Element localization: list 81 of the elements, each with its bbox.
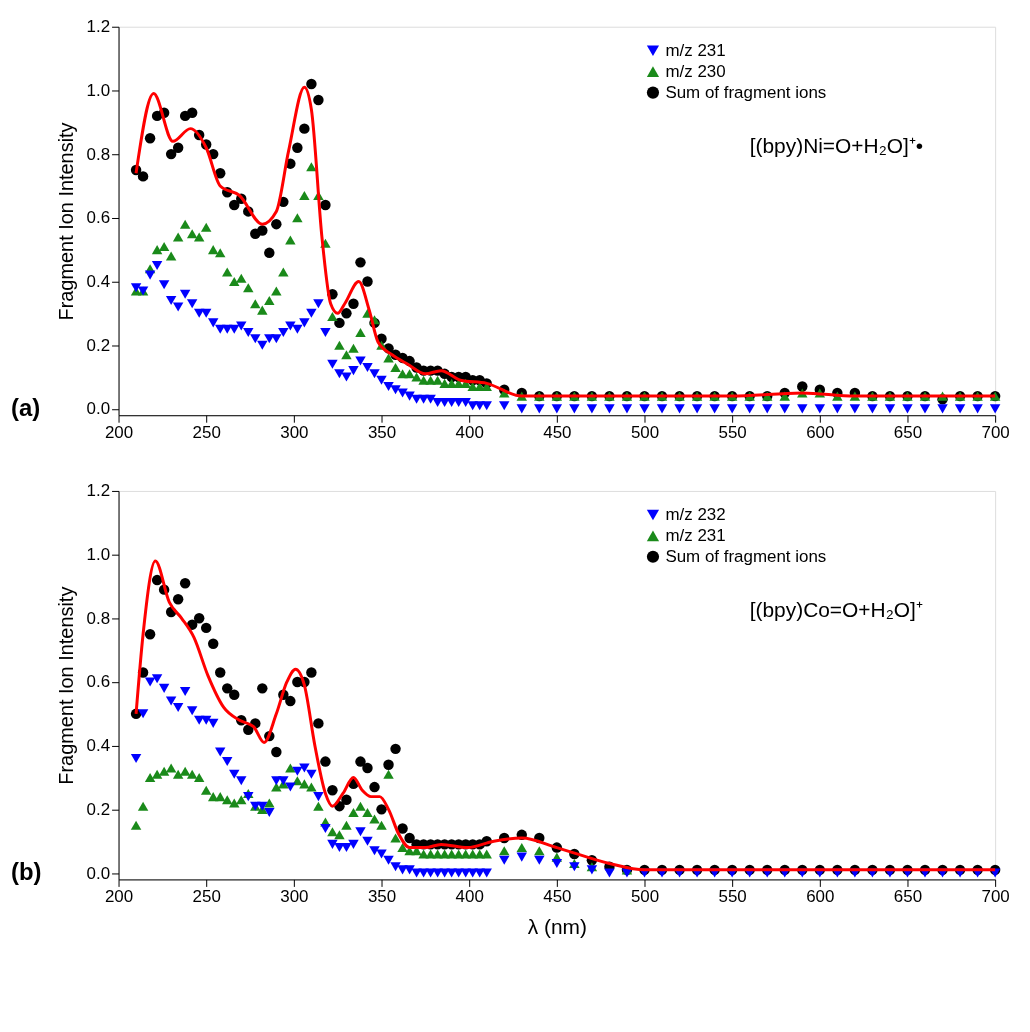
- point: [193, 773, 205, 783]
- x-tick-label: 650: [893, 422, 923, 442]
- y-tick-label: 0.4: [86, 736, 111, 756]
- y-axis-title: Fragment Ion Intensity: [54, 586, 77, 785]
- point: [306, 782, 317, 792]
- text: (a): [10, 394, 41, 422]
- point: [348, 808, 359, 818]
- x-tick-label: 600: [806, 422, 835, 442]
- x-tick-label: 600: [806, 886, 835, 906]
- x-tick-label: 550: [718, 886, 747, 906]
- annotation: [(bpy)Co=O+H₂O]⁺: [749, 598, 923, 622]
- y-tick-label: 0.2: [86, 335, 111, 355]
- x-tick-label: 350: [367, 886, 397, 906]
- y-tick-label: 0.2: [86, 799, 111, 819]
- x-tick-label: 200: [104, 886, 134, 906]
- x-tick-label: 450: [543, 886, 572, 906]
- y-tick-label: 0.0: [86, 399, 111, 419]
- point: [130, 820, 142, 830]
- x-tick-label: 250: [192, 886, 221, 906]
- point: [397, 843, 408, 853]
- point: [390, 833, 401, 843]
- x-axis-title: λ (nm): [527, 914, 587, 938]
- point: [151, 769, 163, 779]
- y-tick-label: 0.8: [86, 608, 111, 628]
- x-tick-label: 450: [543, 422, 572, 442]
- point: [264, 798, 275, 808]
- point: [137, 801, 149, 811]
- text: (b): [10, 858, 42, 886]
- point: [334, 830, 345, 840]
- annotation: [(bpy)Ni=O+H₂O]⁺•: [749, 134, 924, 158]
- point: [376, 820, 387, 830]
- legend-label: m/z 232: [665, 504, 726, 524]
- point: [215, 792, 226, 802]
- y-tick-label: 0.6: [86, 672, 111, 692]
- x-tick-label: 200: [104, 422, 134, 442]
- legend-label: m/z 231: [665, 40, 726, 60]
- point: [362, 808, 373, 818]
- legend-label: Sum of fragment ions: [665, 82, 827, 102]
- point: [369, 814, 380, 824]
- point: [383, 769, 394, 779]
- x-tick-label: 550: [718, 422, 747, 442]
- y-tick-label: 1.2: [86, 481, 111, 501]
- point: [172, 769, 184, 779]
- x-tick-label: 500: [630, 886, 660, 906]
- y-tick-label: 1.0: [86, 80, 111, 100]
- x-tick-label: 300: [280, 886, 309, 906]
- point: [158, 766, 170, 776]
- y-tick-label: 0.8: [86, 144, 111, 164]
- point: [144, 773, 156, 783]
- point: [327, 827, 338, 837]
- x-tick-label: 700: [981, 422, 1010, 442]
- point: [271, 782, 282, 792]
- point: [229, 798, 240, 808]
- y-axis-title: Fragment Ion Intensity: [54, 122, 77, 321]
- x-tick-label: 250: [192, 422, 221, 442]
- point: [313, 801, 324, 811]
- x-tick-label: 650: [893, 886, 923, 906]
- x-tick-label: 300: [280, 422, 309, 442]
- x-tick-label: 700: [981, 886, 1010, 906]
- legend-label: Sum of fragment ions: [665, 546, 827, 566]
- x-tick-label: 500: [630, 422, 660, 442]
- y-tick-label: 1.0: [86, 545, 111, 565]
- point: [236, 795, 247, 805]
- point: [179, 766, 191, 776]
- point: [222, 795, 233, 805]
- y-tick-label: 0.0: [86, 863, 111, 883]
- legend-label: m/z 230: [665, 61, 726, 81]
- point: [534, 846, 545, 856]
- point: [200, 785, 212, 795]
- point: [341, 820, 352, 830]
- point: [499, 846, 510, 856]
- x-tick-label: 400: [455, 422, 484, 442]
- point: [186, 769, 198, 779]
- point: [516, 843, 527, 853]
- legend-label: m/z 231: [665, 525, 726, 545]
- y-tick-label: 0.4: [86, 271, 111, 291]
- x-tick-label: 350: [367, 422, 397, 442]
- x-tick-label: 400: [455, 886, 484, 906]
- y-tick-label: 1.2: [86, 17, 111, 37]
- y-tick-label: 0.6: [86, 208, 111, 228]
- point: [355, 801, 366, 811]
